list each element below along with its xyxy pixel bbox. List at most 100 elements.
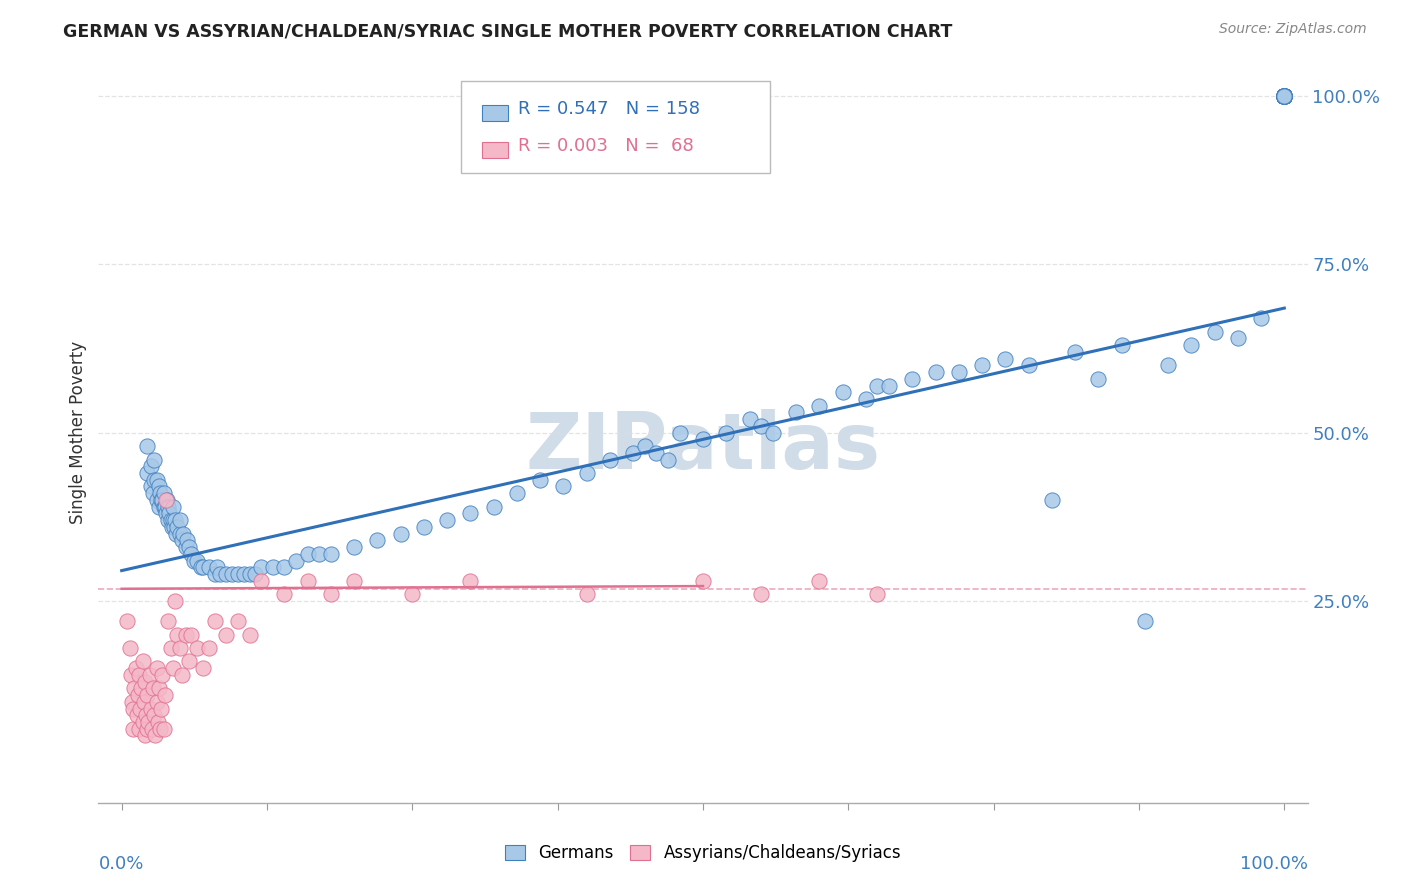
- Point: [186, 553, 208, 567]
- Point: [308, 547, 330, 561]
- FancyBboxPatch shape: [482, 104, 509, 121]
- Point: [156, 492, 179, 507]
- Point: [1272, 89, 1295, 103]
- Point: [1018, 359, 1040, 373]
- Point: [1272, 89, 1295, 103]
- Point: [1272, 89, 1295, 103]
- Point: [1272, 89, 1295, 103]
- Point: [460, 507, 482, 521]
- Point: [621, 446, 644, 460]
- Point: [1204, 325, 1226, 339]
- Point: [134, 674, 156, 689]
- Point: [139, 701, 162, 715]
- Point: [179, 655, 201, 669]
- Point: [169, 513, 191, 527]
- Point: [134, 729, 156, 743]
- Point: [153, 688, 176, 702]
- Point: [250, 560, 273, 574]
- Point: [1272, 89, 1295, 103]
- Point: [1272, 89, 1295, 103]
- Point: [145, 492, 167, 507]
- Point: [226, 614, 249, 628]
- Point: [1272, 89, 1295, 103]
- Point: [153, 500, 176, 514]
- Point: [1272, 89, 1295, 103]
- Point: [657, 452, 679, 467]
- Point: [176, 533, 198, 548]
- Point: [204, 566, 226, 581]
- Point: [1272, 89, 1295, 103]
- Point: [343, 574, 366, 588]
- Point: [183, 553, 205, 567]
- Point: [186, 640, 208, 655]
- Point: [124, 661, 146, 675]
- Point: [1272, 89, 1295, 103]
- Point: [1272, 89, 1295, 103]
- Point: [198, 560, 221, 574]
- Point: [1111, 338, 1133, 352]
- Point: [1226, 331, 1249, 345]
- Point: [1133, 614, 1156, 628]
- Point: [163, 520, 186, 534]
- Point: [994, 351, 1017, 366]
- Point: [1272, 89, 1295, 103]
- Point: [668, 425, 690, 440]
- Point: [145, 729, 167, 743]
- Point: [172, 668, 194, 682]
- Point: [1272, 89, 1295, 103]
- Point: [553, 479, 575, 493]
- Point: [1272, 89, 1295, 103]
- Point: [162, 513, 184, 527]
- Point: [142, 681, 165, 696]
- Point: [150, 492, 173, 507]
- Point: [901, 372, 924, 386]
- Point: [142, 486, 165, 500]
- Point: [250, 574, 273, 588]
- Point: [297, 547, 319, 561]
- Point: [143, 452, 166, 467]
- Point: [749, 418, 772, 433]
- Point: [1272, 89, 1295, 103]
- Point: [482, 500, 505, 514]
- Point: [150, 492, 173, 507]
- Point: [124, 681, 146, 696]
- Point: [169, 640, 191, 655]
- Point: [129, 701, 152, 715]
- Point: [785, 405, 807, 419]
- Point: [146, 714, 169, 729]
- Point: [1272, 89, 1295, 103]
- Point: [1272, 89, 1295, 103]
- Point: [209, 566, 232, 581]
- Point: [1272, 89, 1295, 103]
- Point: [1272, 89, 1295, 103]
- Point: [159, 513, 181, 527]
- Point: [165, 513, 187, 527]
- Point: [1250, 311, 1272, 326]
- Point: [172, 533, 194, 548]
- Point: [529, 473, 551, 487]
- Point: [1272, 89, 1295, 103]
- Point: [1272, 89, 1295, 103]
- Point: [169, 526, 191, 541]
- Point: [239, 566, 262, 581]
- Text: R = 0.547   N = 158: R = 0.547 N = 158: [517, 100, 700, 118]
- Text: Source: ZipAtlas.com: Source: ZipAtlas.com: [1219, 22, 1367, 37]
- Point: [148, 479, 170, 493]
- Point: [924, 365, 946, 379]
- Point: [205, 560, 228, 574]
- Point: [159, 640, 181, 655]
- Point: [1272, 89, 1295, 103]
- Point: [149, 722, 172, 736]
- Point: [1272, 89, 1295, 103]
- Point: [143, 473, 166, 487]
- Point: [152, 486, 174, 500]
- FancyBboxPatch shape: [461, 81, 769, 173]
- Point: [191, 661, 214, 675]
- Point: [118, 640, 141, 655]
- Point: [1272, 89, 1295, 103]
- Point: [831, 385, 853, 400]
- Point: [127, 688, 149, 702]
- Point: [808, 399, 831, 413]
- Point: [948, 365, 970, 379]
- Point: [1272, 89, 1295, 103]
